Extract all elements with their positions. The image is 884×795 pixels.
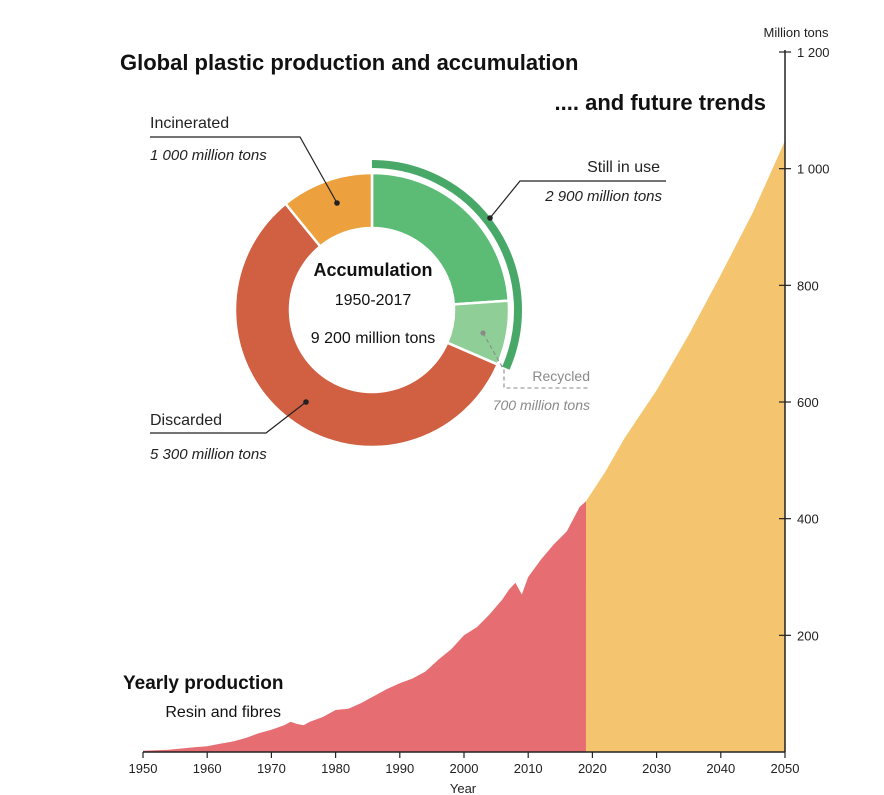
still-in-use-value: 2 900 million tons — [544, 188, 662, 205]
recycled-label: Recycled — [532, 368, 590, 384]
y-axis-title: Million tons — [763, 25, 829, 40]
recycled-leader-line — [482, 332, 590, 389]
x-tick-label: 1980 — [321, 761, 350, 776]
donut-total: 9 200 million tons — [311, 330, 436, 347]
x-tick-label: 2050 — [771, 761, 800, 776]
recycled-value: 700 million tons — [493, 397, 590, 413]
y-tick-label: 400 — [797, 512, 819, 527]
incinerated-dot — [334, 200, 340, 206]
donut-slice-still-in-use — [370, 171, 511, 306]
x-tick-label: 1950 — [129, 761, 158, 776]
donut-title: Accumulation — [313, 260, 432, 280]
incinerated-value: 1 000 million tons — [150, 147, 267, 164]
y-axis-ticks: 200 400 600 800 1 000 1 200 — [779, 45, 830, 643]
recycled-divider — [453, 299, 509, 306]
y-tick-label: 1 200 — [797, 45, 830, 60]
x-axis-ticks: 1950 1960 1970 1980 1990 2000 2010 2020 2030 2040… — [129, 752, 800, 776]
x-tick-label: 1990 — [385, 761, 414, 776]
x-tick-label: 2040 — [706, 761, 735, 776]
chart-subtitle: .... and future trends — [555, 90, 766, 115]
x-tick-label: 2000 — [450, 761, 479, 776]
x-tick-label: 1960 — [193, 761, 222, 776]
discarded-leader-line — [150, 401, 307, 434]
donut-slice-incinerated — [283, 171, 374, 249]
x-axis-title: Year — [450, 781, 477, 795]
still-in-use-dot — [487, 215, 493, 221]
y-tick-label: 600 — [797, 395, 819, 410]
projected-production-area — [585, 140, 785, 752]
x-tick-label: 2020 — [578, 761, 607, 776]
y-tick-label: 800 — [797, 278, 819, 293]
discarded-value: 5 300 million tons — [150, 446, 267, 463]
recycled-dot — [480, 330, 486, 336]
accumulation-donut — [233, 160, 522, 449]
still-in-use-bracket-arc — [371, 160, 522, 370]
x-tick-label: 2010 — [514, 761, 543, 776]
yearly-production-subtitle: Resin and fibres — [165, 704, 281, 721]
area-layer — [143, 140, 785, 752]
still-in-use-label: Still in use — [587, 159, 660, 176]
discarded-label: Discarded — [150, 412, 222, 429]
incinerated-leader-line — [150, 136, 338, 204]
historical-production-area — [143, 501, 586, 752]
donut-period: 1950-2017 — [335, 292, 412, 309]
x-tick-label: 2030 — [642, 761, 671, 776]
x-tick-label: 1970 — [257, 761, 286, 776]
y-tick-label: 200 — [797, 628, 819, 643]
donut-slice-discarded — [233, 201, 500, 449]
chart-title: Global plastic production and accumulati… — [120, 50, 578, 75]
discarded-dot — [303, 399, 309, 405]
yearly-production-title: Yearly production — [123, 673, 283, 694]
y-tick-label: 1 000 — [797, 162, 830, 177]
still-in-use-leader-line — [489, 180, 666, 219]
incinerated-label: Incinerated — [150, 115, 229, 132]
donut-callouts — [150, 136, 666, 434]
